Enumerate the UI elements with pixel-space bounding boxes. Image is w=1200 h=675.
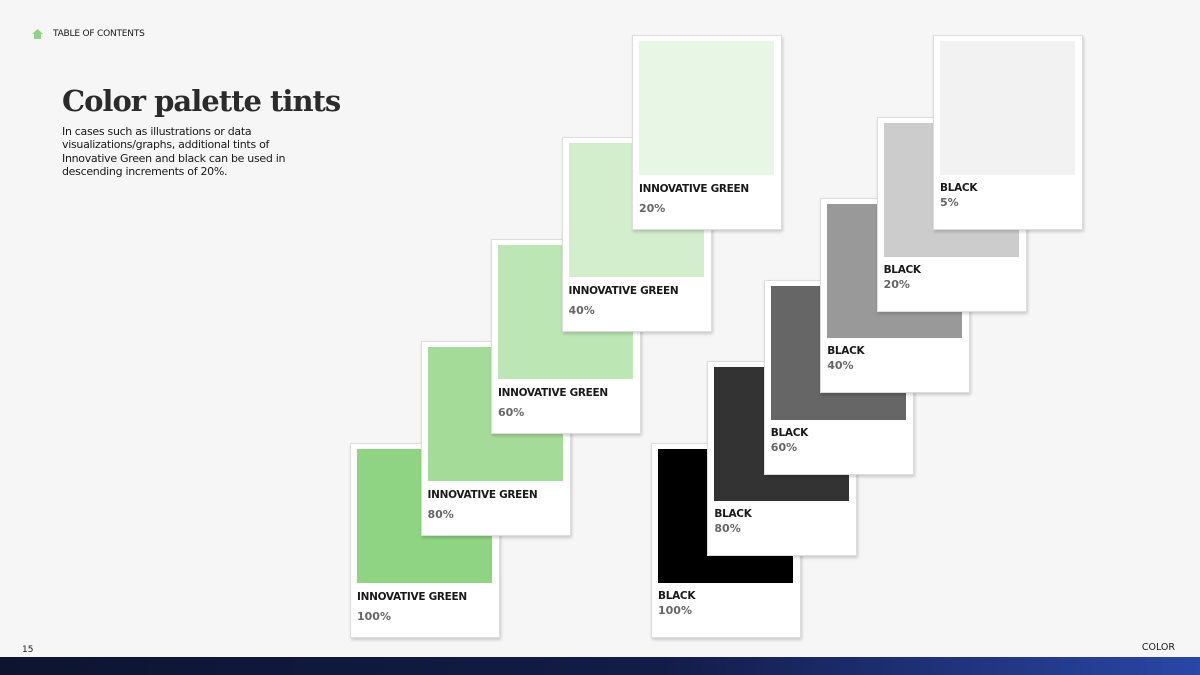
swatch-card: INNOVATIVE GREEN 20% <box>632 35 782 230</box>
swatch-tint: 100% <box>357 610 391 623</box>
swatch-name: BLACK <box>658 590 696 602</box>
footer-bar <box>0 657 1200 675</box>
swatch-card: BLACK 5% <box>933 35 1083 230</box>
swatch-tint: 40% <box>827 359 854 373</box>
swatch-name: INNOVATIVE GREEN <box>639 183 749 195</box>
swatch-tint: 40% <box>568 304 595 317</box>
swatch-tint: 60% <box>770 440 798 454</box>
swatch-tint: 80% <box>714 522 741 536</box>
section-label: COLOR <box>1141 642 1175 653</box>
swatch-name: BLACK <box>883 263 921 276</box>
swatch-name: INNOVATIVE GREEN <box>427 489 538 501</box>
swatch-tint: 20% <box>639 202 666 215</box>
swatch-name: BLACK <box>770 426 808 439</box>
swatch-name: INNOVATIVE GREEN <box>357 591 467 603</box>
swatch-color <box>940 41 1075 175</box>
swatch-name: INNOVATIVE GREEN <box>498 387 608 399</box>
swatch-tint: 80% <box>427 508 454 521</box>
body-text: In cases such as illustrations or data v… <box>62 125 286 178</box>
home-icon[interactable] <box>32 29 43 39</box>
swatch-name: BLACK <box>940 182 978 194</box>
swatch-tint: 60% <box>498 406 525 419</box>
swatch-color <box>639 41 774 175</box>
swatch-tint: 20% <box>883 277 910 291</box>
swatch-tint: 100% <box>658 604 692 617</box>
swatch-tint: 5% <box>940 196 959 209</box>
swatch-name: BLACK <box>827 345 865 358</box>
page-number: 15 <box>22 645 34 655</box>
swatch-name: INNOVATIVE GREEN <box>568 285 679 297</box>
nav-label[interactable]: TABLE OF CONTENTS <box>53 29 145 39</box>
title: Color palette tints <box>62 84 341 118</box>
swatch-name: BLACK <box>714 508 752 521</box>
